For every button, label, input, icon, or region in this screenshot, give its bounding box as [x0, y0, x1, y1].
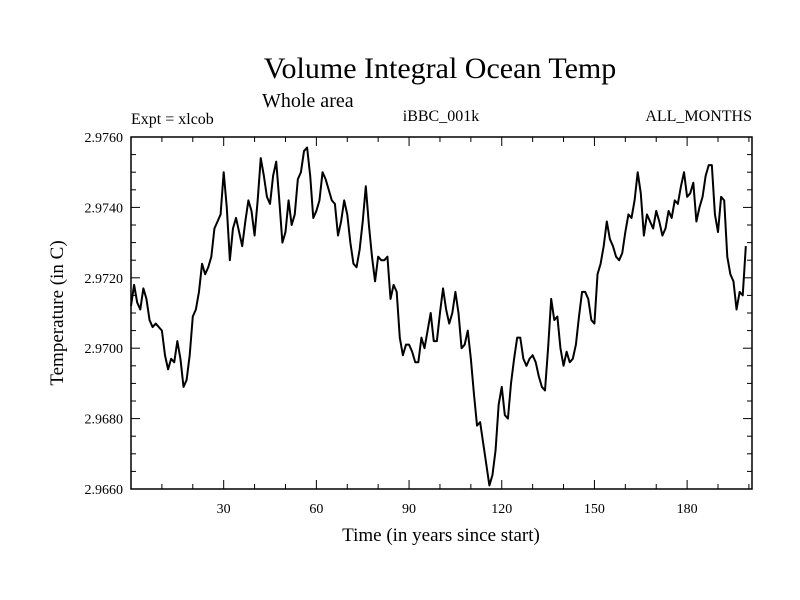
run-label: iBBC_001k — [403, 108, 479, 125]
experiment-label: Expt = xlcob — [131, 111, 214, 128]
series-line — [130, 146, 747, 487]
x-tick-label: 60 — [309, 502, 323, 517]
x-tick-label: 180 — [677, 502, 698, 517]
x-tick-label: 150 — [584, 502, 605, 517]
chart-subtitle: Whole area — [262, 90, 354, 112]
y-tick-label: 2.9700 — [85, 342, 124, 357]
x-tick-label: 90 — [402, 502, 416, 517]
chart-title: Volume Integral Ocean Temp — [264, 52, 617, 85]
plot-area — [130, 136, 753, 490]
x-ticks: 30 60 90 120 150 180 — [161, 137, 750, 517]
series-group — [130, 146, 747, 487]
x-tick-label: 120 — [491, 502, 512, 517]
y-tick-label: 2.9680 — [85, 413, 124, 428]
y-tick-label: 2.9660 — [85, 483, 124, 498]
y-axis-label: Temperature (in C) — [47, 240, 68, 385]
x-tick-label: 30 — [217, 502, 231, 517]
y-tick-label: 2.9760 — [85, 131, 124, 146]
y-tick-label: 2.9720 — [85, 272, 124, 287]
y-tick-label: 2.9740 — [85, 201, 124, 216]
y-ticks: 2.9660 2.9680 2.9700 2.9720 2.9740 2.9760 — [85, 131, 752, 498]
months-label: ALL_MONTHS — [645, 108, 752, 125]
x-axis-label: Time (in years since start) — [342, 525, 540, 546]
